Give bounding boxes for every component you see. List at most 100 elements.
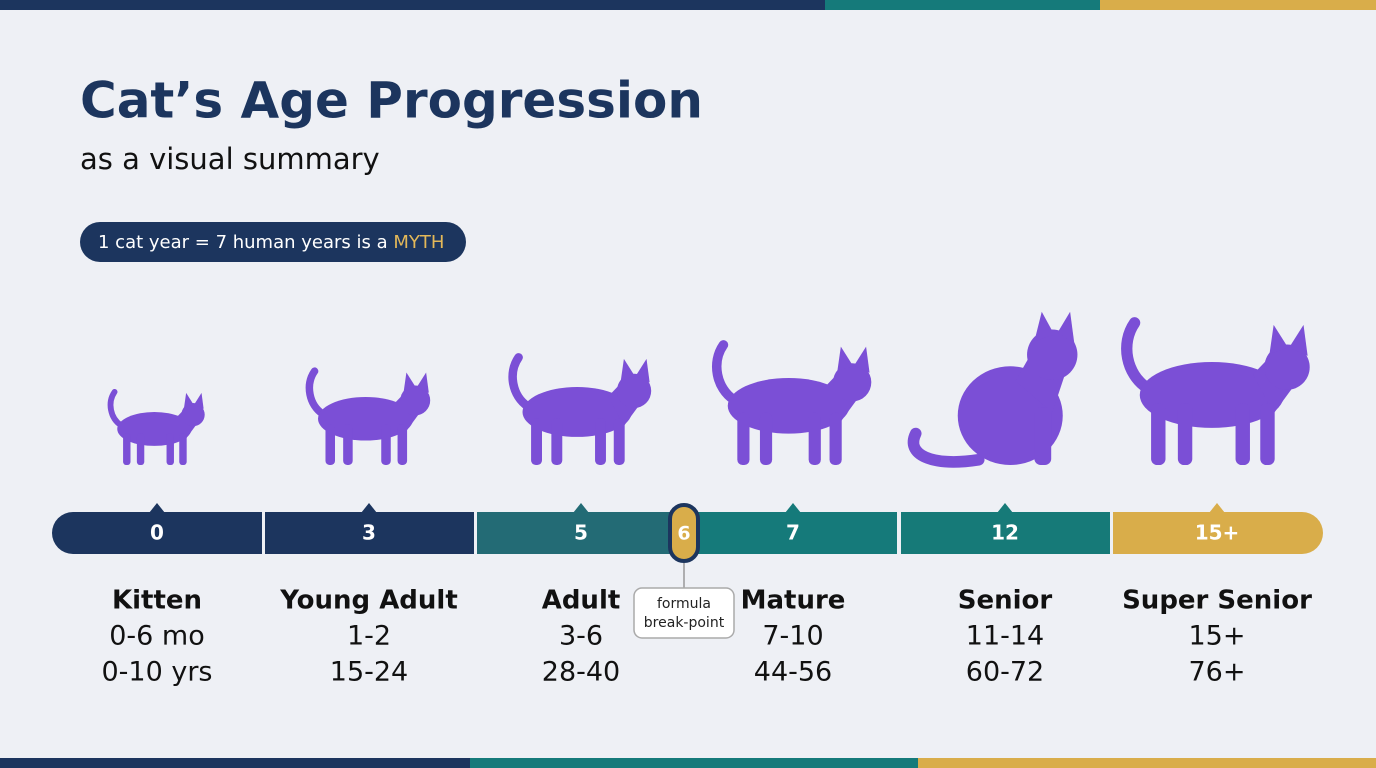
stage-marker: 12 [991,521,1019,545]
bottom-stripe [470,758,918,768]
cat-ear [416,372,429,393]
bottom-stripe [918,758,1376,768]
cat-leg [808,412,821,465]
top-stripe [825,0,1100,10]
cat-leg [179,433,187,465]
callout-box [633,587,735,639]
stage-marker: 15+ [1195,521,1240,545]
stage-name: Super Senior [1122,586,1312,616]
top-stripe [0,0,825,10]
cat-head [1264,344,1310,390]
stage-cat-age: 15+ [1189,621,1246,652]
callout-text: break-point [644,615,725,631]
stage-name: Young Adult [279,586,458,616]
stage-human-age: 76+ [1189,657,1246,688]
cat-ear [1289,324,1308,356]
cat-leg [381,424,391,465]
stage-human-age: 0-10 yrs [101,657,212,688]
cat-leg [343,424,353,465]
timeline-segment [265,512,474,554]
cat-leg [325,424,335,465]
pointer [361,503,377,513]
cat-leg [737,412,750,465]
cat-silhouette [1121,317,1310,465]
cat-leg [123,433,131,465]
pointer [1209,503,1225,513]
cat-leg [759,412,773,465]
cat-silhouette [107,388,205,465]
cat-leg [1260,403,1275,465]
cat-leg [1177,403,1193,465]
cat-ear [184,392,194,408]
cat-silhouette [907,311,1078,468]
timeline-segment [1113,512,1293,554]
stage-cat-age: 3-6 [559,621,603,652]
cat-ear [403,372,416,392]
stage-marker: 3 [362,521,376,545]
stage-human-age: 28-40 [542,657,620,688]
cat-leg [829,412,842,465]
cat-head [1027,329,1078,380]
stage-marker: 0 [150,521,164,545]
cat-leg [397,424,408,465]
badge [80,222,466,262]
stage-cat-age: 11-14 [966,621,1044,652]
badge-text: 1 cat year = 7 human years is a MYTH [98,232,444,253]
stage-human-age: 15-24 [330,657,408,688]
stage-name: Mature [741,586,846,616]
timeline-segment [901,512,1110,554]
cat-ear [1269,324,1289,354]
cat-leg [595,418,606,465]
cat-tail [305,367,327,418]
cat-tail [1121,317,1153,394]
cat-ear [635,358,650,383]
cat-silhouette [508,353,652,465]
cat-head [616,373,652,409]
badge-main: 1 cat year = 7 human years is a [98,232,388,253]
stage-cat-age: 1-2 [347,621,391,652]
subtitle: as a visual summary [80,142,380,176]
cat-ear [1034,311,1055,342]
cat-leg [551,418,563,465]
bottom-stripe [0,758,470,768]
callout-text: formula [657,596,711,612]
cat-head [181,402,205,427]
title: Cat’s Age Progression [80,72,703,130]
cat-ear [853,346,870,373]
cat-leg [166,433,174,465]
timeline: 0 Kitten 0-6 mo 0-10 yrs 3 Young Adult 1-2 15-2… [52,503,1323,688]
cat-head [833,363,872,402]
pointer [997,503,1013,513]
breakpoint-marker: 6 [677,523,690,545]
pointer [149,503,165,513]
timeline-segment [82,512,262,554]
cat-leg [1235,403,1250,465]
breakpoint-pill [668,503,700,563]
cat-tail [508,353,533,411]
cat-tail [712,340,739,405]
cat-leg [136,433,145,465]
cat-leg [1151,403,1166,465]
timeline-segment [477,512,690,554]
cat-silhouette [305,367,431,465]
cat-tail [107,388,124,429]
cat-leg [531,418,542,465]
cat-head [400,385,431,416]
stage-cat-age: 0-6 mo [109,621,205,652]
timeline-segment [690,512,897,554]
cat-ear [1057,311,1075,344]
stage-name: Senior [958,586,1053,616]
stage-name: Adult [542,586,621,616]
top-stripe [1100,0,1376,10]
stage-name: Kitten [112,586,202,616]
cat-ear [837,346,854,372]
pointer [573,503,589,513]
cat-ear [194,392,204,409]
badge-highlight: MYTH [393,232,444,253]
pointer [785,503,801,513]
cat-ear [620,358,635,381]
stage-marker: 5 [574,521,588,545]
stage-human-age: 44-56 [754,657,832,688]
cats [107,311,1310,468]
